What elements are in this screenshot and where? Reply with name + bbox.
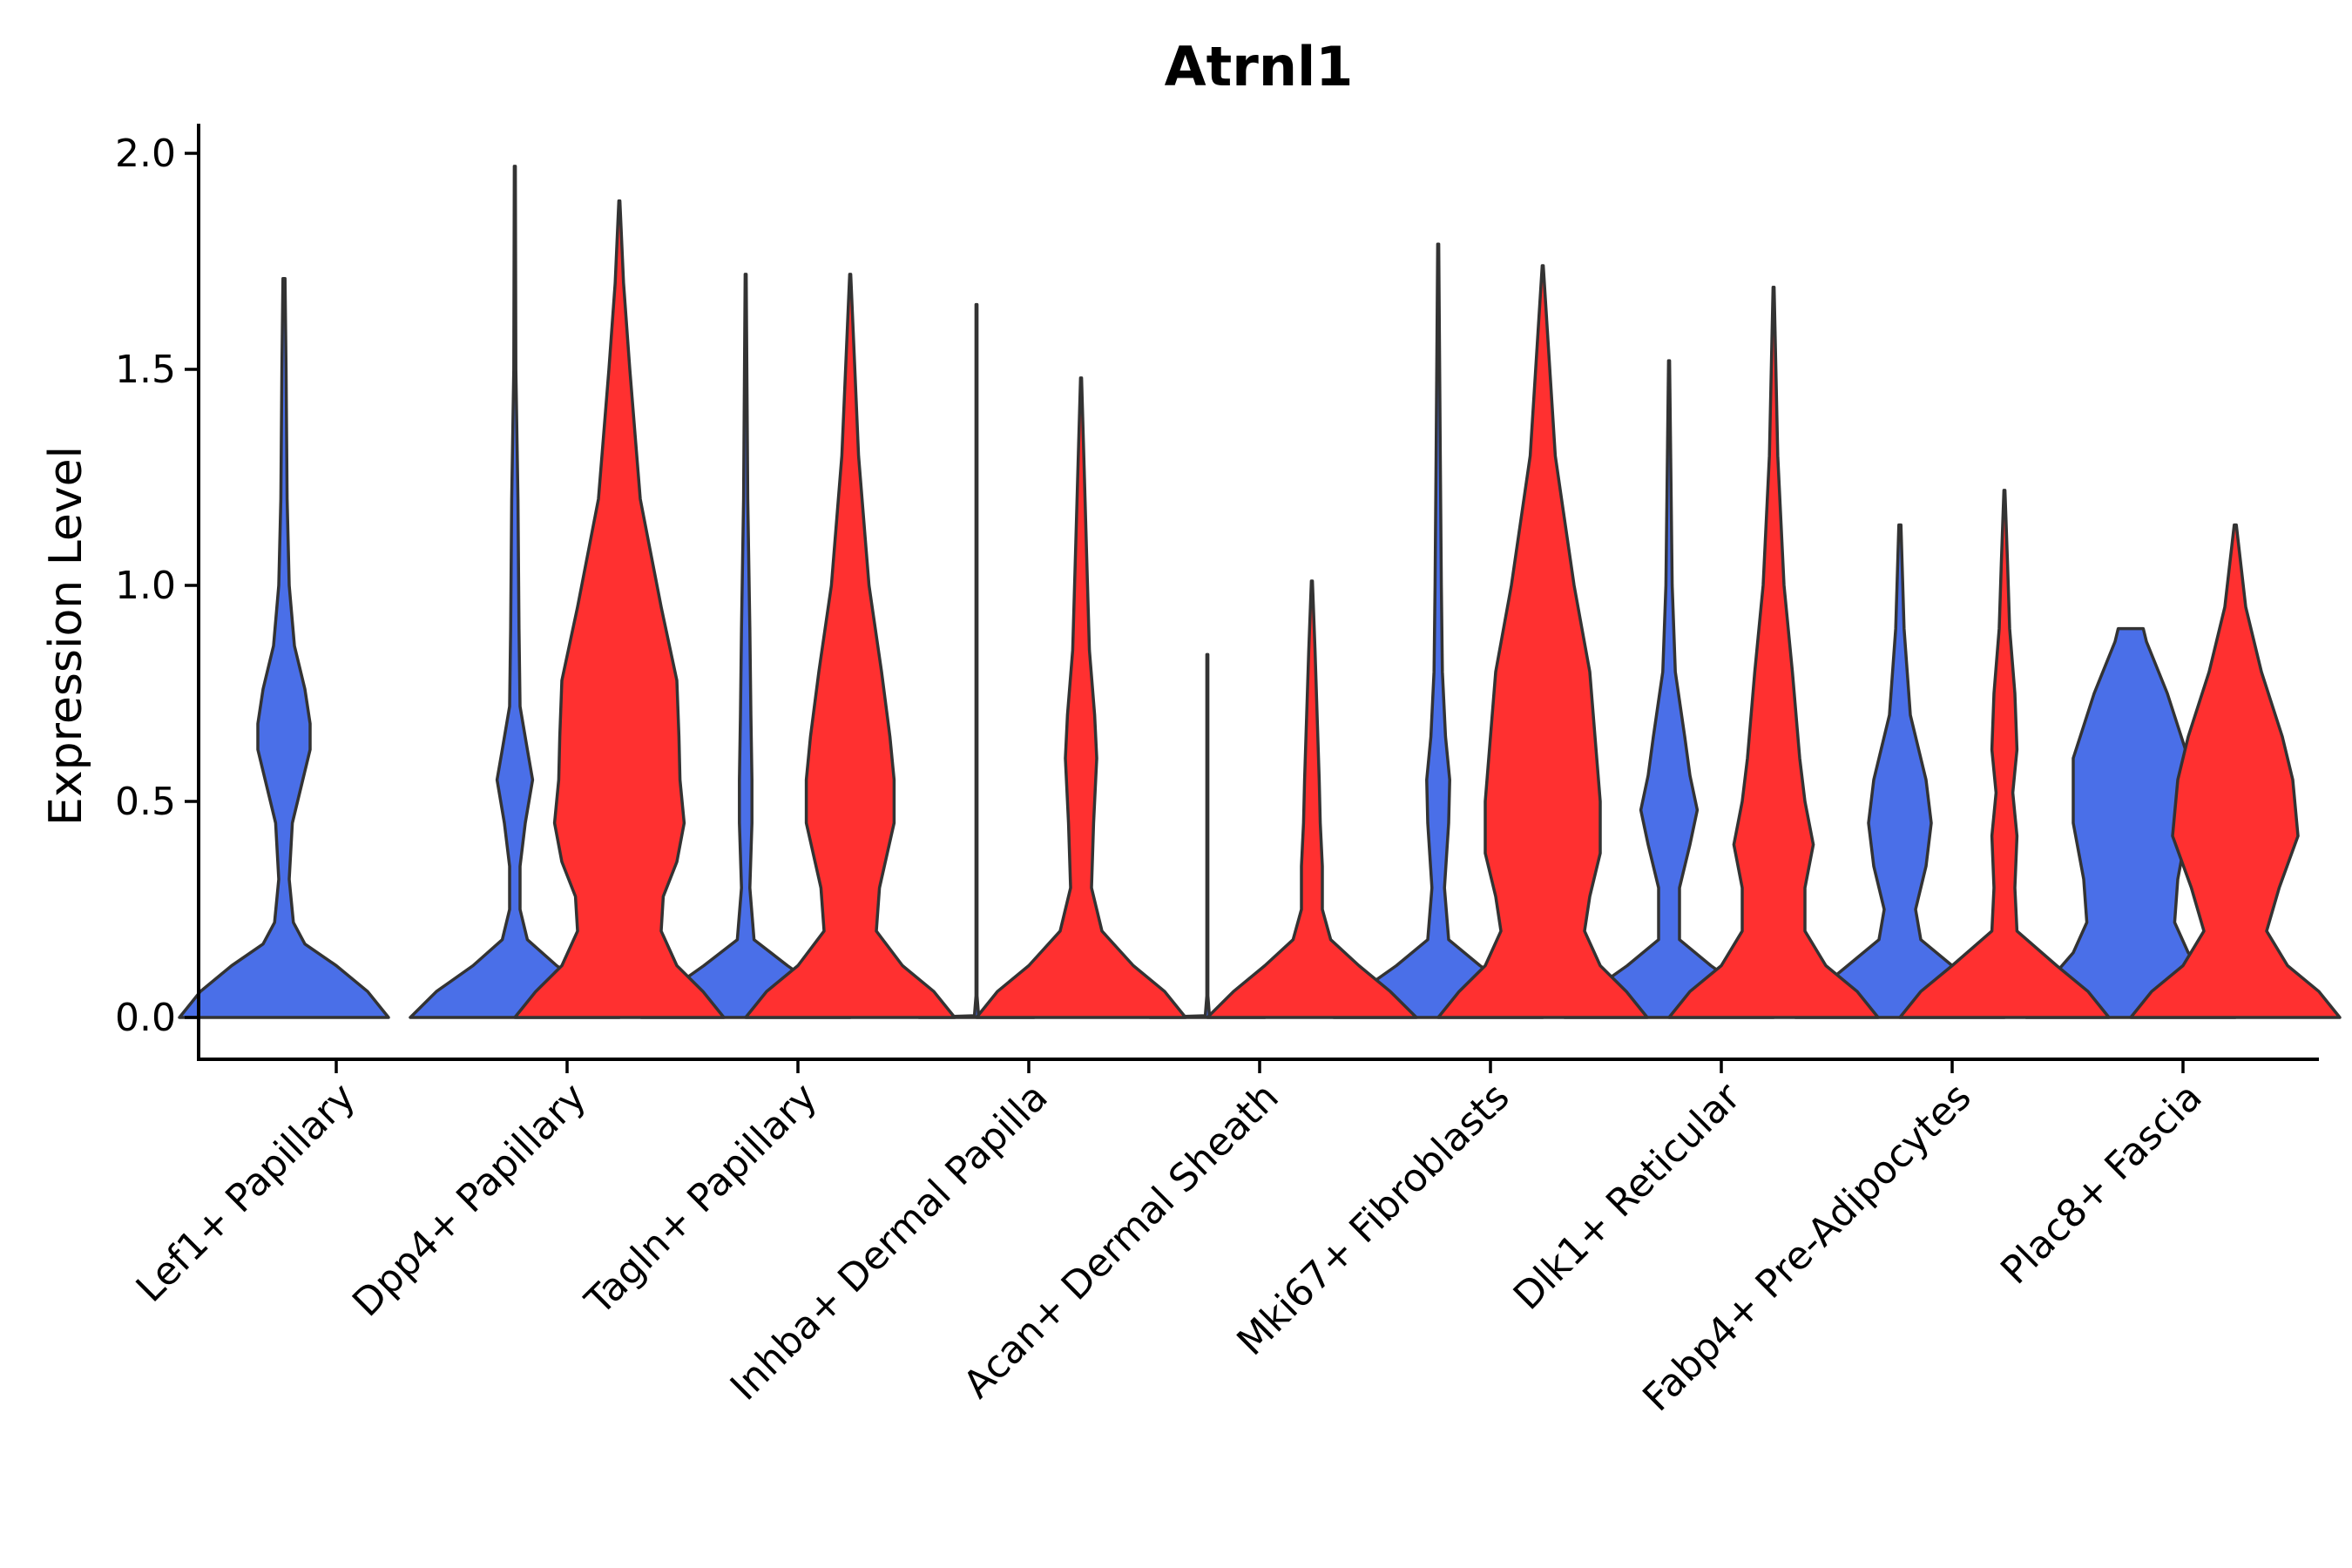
violin-blue-0 <box>178 277 390 1019</box>
violin-red-5 <box>1436 264 1649 1019</box>
chart-title: Atrnl1 <box>1165 35 1354 98</box>
violin-red-1 <box>513 199 726 1019</box>
x-tick-label: Dlk1+ Reticular <box>1505 1074 1750 1319</box>
y-ticks: 0.0 0.5 1.0 1.5 2.0 <box>115 132 199 1040</box>
x-tick-label: Tagln+ Papillary <box>577 1075 826 1324</box>
violin-red-4 <box>1206 579 1418 1019</box>
violin-red-2 <box>744 273 956 1019</box>
violin-blue-2 <box>639 273 852 1019</box>
x-tick-label: Lef1+ Papillary <box>128 1075 364 1311</box>
violin-blue-8 <box>2024 626 2237 1019</box>
violin-red-3 <box>975 376 1187 1019</box>
violin-blue-7 <box>1794 523 2006 1019</box>
y-axis-label: Expression Level <box>40 446 92 826</box>
violin-group <box>178 165 2342 1019</box>
y-tick-label: 1.5 <box>115 348 176 392</box>
axes <box>197 124 2319 1061</box>
x-tick-label: Dpp4+ Papillary <box>344 1075 595 1326</box>
x-tick-label: Plac8+ Fascia <box>1992 1075 2211 1294</box>
violin-blue-1 <box>409 165 621 1019</box>
violin-blue-6 <box>1563 359 1775 1019</box>
y-tick-label: 0.0 <box>115 996 176 1040</box>
violin-blue-5 <box>1332 242 1544 1019</box>
violin-blue-4 <box>1148 652 1267 1019</box>
violin-blue-3 <box>917 302 1036 1019</box>
y-tick-label: 0.5 <box>115 780 176 824</box>
violin-red-8 <box>2129 523 2342 1019</box>
y-tick-label: 1.0 <box>115 564 176 608</box>
violin-red-6 <box>1667 286 1880 1019</box>
violin-red-7 <box>1898 489 2111 1019</box>
y-tick-label: 2.0 <box>115 132 176 176</box>
